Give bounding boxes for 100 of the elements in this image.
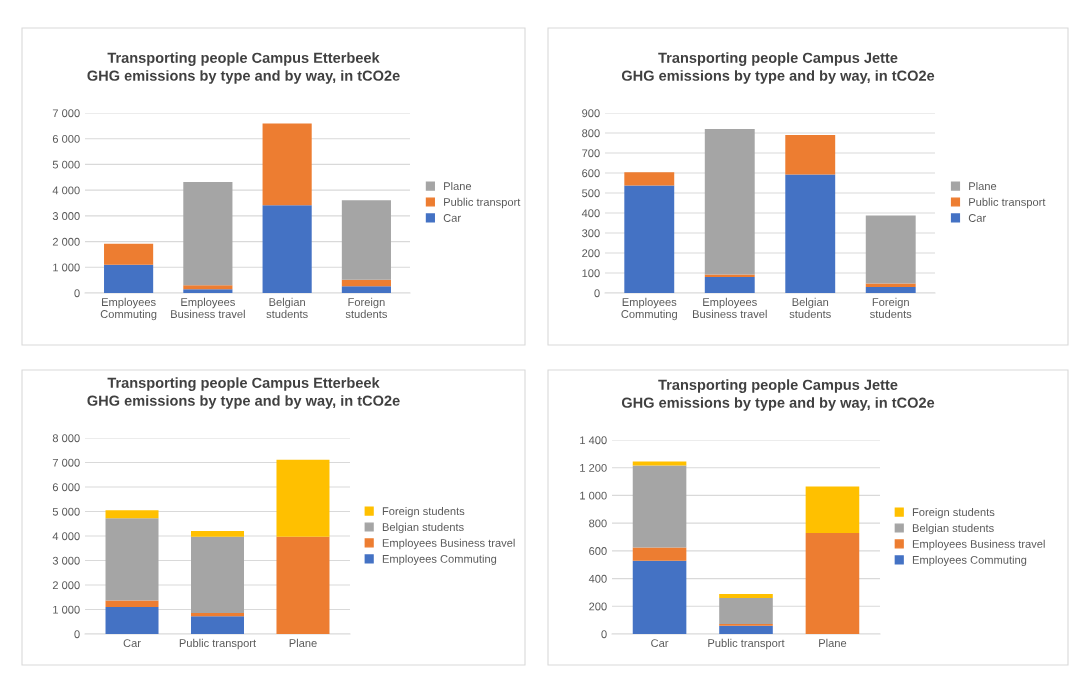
x-tick-label: Foreign students	[345, 297, 387, 318]
bar	[632, 560, 687, 634]
y-tick-label: 3 000	[52, 212, 80, 220]
bar	[785, 174, 836, 293]
legend-label: Employees Commuting	[912, 555, 1027, 567]
bar	[105, 510, 159, 519]
y-tick-label: 0	[601, 630, 607, 639]
bar	[624, 185, 675, 293]
y-tick-label: 5 000	[52, 160, 80, 169]
y-tick-label: 100	[582, 269, 600, 278]
y-tick-label: 0	[594, 289, 600, 298]
bar	[183, 289, 233, 293]
x-tick-label: Employees Commuting	[621, 297, 677, 321]
y-tick-label: 700	[582, 149, 600, 158]
legend-label: Plane	[969, 181, 997, 191]
y-tick-label: 6 000	[52, 483, 80, 492]
legend-label: Car	[968, 214, 986, 222]
legend-label: Belgian students	[382, 522, 464, 534]
bar	[805, 533, 860, 634]
bar	[104, 243, 154, 265]
legend-label: Public transport	[969, 197, 1046, 209]
y-tick-label: 800	[589, 519, 607, 528]
y-tick-label: 400	[581, 209, 600, 218]
y-tick-label: 4 000	[52, 186, 80, 195]
y-tick-label: 1 200	[580, 463, 607, 472]
x-tick-label: Employees Business travel	[693, 297, 767, 318]
bar	[262, 123, 312, 206]
bar	[785, 135, 836, 175]
y-tick-label: 0	[74, 289, 80, 298]
y-tick-label: 6 000	[52, 134, 80, 143]
y-tick-label: 800	[582, 129, 600, 138]
x-tick-label: Plane	[819, 638, 847, 648]
chart-title: Transporting people Campus Jette GHG emissions by type and by way, in tCO2e	[621, 52, 935, 84]
legend-label: Belgian students	[912, 523, 994, 535]
bar	[632, 461, 687, 466]
bar	[105, 600, 159, 608]
legend-label: Foreign students	[382, 506, 465, 518]
bar	[341, 200, 391, 280]
legend-label: Employees Business travel	[382, 538, 515, 550]
y-tick-label: 500	[582, 189, 600, 198]
y-tick-label: 5 000	[52, 507, 80, 516]
bar	[719, 594, 773, 598]
y-tick-label: 2 000	[52, 581, 80, 590]
bar	[262, 205, 312, 293]
bar	[276, 459, 330, 537]
x-tick-label: Public transport	[708, 638, 785, 650]
y-tick-label: 900	[582, 109, 600, 118]
chart-title: Transporting people Campus Etterbeek GHG emissions by type and by way, in tCO2e	[87, 52, 400, 84]
y-tick-label: 300	[582, 229, 600, 238]
legend-label: Employees Commuting	[382, 554, 497, 566]
bar	[805, 486, 860, 534]
legend-label: Plane	[444, 181, 472, 191]
y-tick-label: 7 000	[52, 458, 80, 467]
x-tick-label: Foreign students	[870, 297, 912, 318]
bar	[276, 536, 330, 634]
bar	[105, 518, 159, 601]
x-tick-label: Employees Business travel	[171, 297, 245, 318]
x-tick-label: Belgian students	[789, 297, 831, 318]
y-tick-label: 1 000	[53, 605, 80, 614]
x-tick-label: Plane	[289, 638, 317, 648]
legend-label: Car	[443, 214, 461, 222]
bar	[183, 285, 233, 290]
bar	[183, 181, 233, 286]
y-tick-label: 400	[588, 574, 607, 583]
bar	[341, 286, 391, 293]
bar	[632, 465, 687, 548]
bar	[191, 536, 244, 613]
bar	[865, 287, 916, 293]
bar	[719, 625, 773, 634]
bar	[191, 616, 244, 634]
y-tick-label: 8 000	[52, 434, 80, 443]
y-tick-label: 3 000	[52, 556, 80, 565]
bar	[704, 129, 755, 275]
x-tick-label: Belgian students	[266, 297, 308, 318]
bar	[624, 172, 675, 186]
bar	[632, 547, 687, 561]
x-tick-label: Employees Commuting	[100, 297, 157, 321]
y-tick-label: 7 000	[52, 109, 80, 118]
bar	[865, 215, 916, 284]
y-tick-label: 200	[589, 602, 607, 611]
legend-label: Public transport	[444, 197, 521, 209]
legend-label: Employees Business travel	[912, 539, 1045, 551]
legend-label: Foreign students	[912, 507, 995, 519]
x-tick-label: Car	[123, 639, 141, 648]
y-tick-label: 1 000	[580, 491, 607, 500]
y-tick-label: 2 000	[52, 237, 80, 246]
bar	[704, 277, 755, 293]
x-tick-label: Public transport	[179, 638, 257, 650]
chart-title: Transporting people Campus Jette GHG emissions by type and by way, in tCO2e	[621, 379, 935, 411]
y-tick-label: 1 400	[580, 436, 607, 445]
y-tick-label: 0	[74, 630, 80, 639]
x-tick-label: Car	[651, 639, 669, 648]
y-tick-label: 1 000	[53, 263, 80, 272]
bar	[105, 607, 159, 634]
chart-title: Transporting people Campus Etterbeek GHG emissions by type and by way, in tCO2e	[87, 377, 400, 409]
y-tick-label: 4 000	[52, 532, 80, 541]
y-tick-label: 600	[582, 169, 600, 178]
bar	[104, 264, 154, 293]
bar	[719, 597, 773, 625]
y-tick-label: 600	[589, 547, 607, 555]
